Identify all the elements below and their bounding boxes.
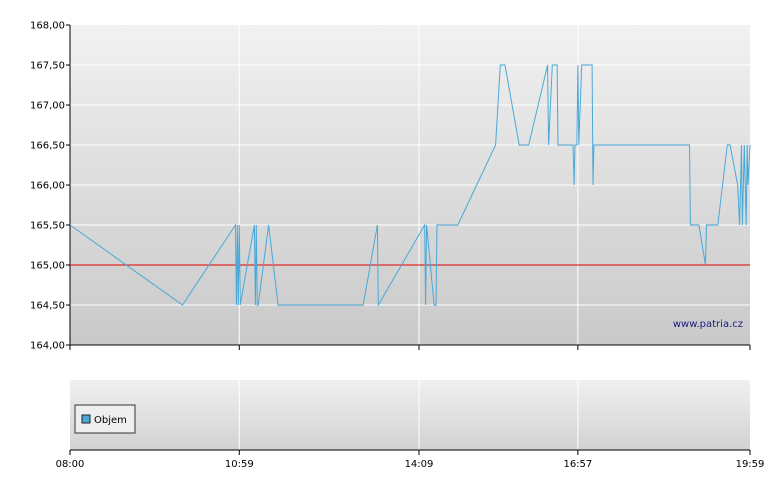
price-y-axis-ticks: 168,00 167,50 167,00 166,50 166,00 165,50 165,… [30, 21, 70, 352]
legend-label: Objem [94, 415, 127, 426]
y-tick-label: 164,50 [30, 301, 65, 312]
y-tick-label: 165,00 [30, 261, 65, 272]
x-tick-label: 08:00 [56, 459, 85, 470]
legend: Objem [74, 404, 136, 434]
y-tick-label: 167,00 [30, 101, 65, 112]
watermark: www.patria.cz [673, 319, 743, 330]
volume-plot-area [70, 380, 750, 450]
y-tick-label: 165,50 [30, 221, 65, 232]
y-tick-label: 164,00 [30, 341, 65, 352]
x-tick-label: 10:59 [225, 459, 254, 470]
y-tick-label: 166,00 [30, 181, 65, 192]
price-x-tick-marks [69, 345, 751, 350]
price-series-line [69, 64, 751, 307]
y-tick-label: 168,00 [30, 21, 65, 32]
x-tick-label: 14:09 [405, 459, 434, 470]
x-tick-label: 16:57 [563, 459, 592, 470]
y-tick-label: 167,50 [30, 61, 65, 72]
volume-x-axis-ticks: 08:00 10:59 14:09 16:57 19:59 [56, 450, 765, 470]
volume-gridlines [238, 380, 579, 450]
y-tick-label: 166,50 [30, 141, 65, 152]
legend-swatch [81, 414, 91, 424]
x-tick-label: 19:59 [736, 459, 765, 470]
